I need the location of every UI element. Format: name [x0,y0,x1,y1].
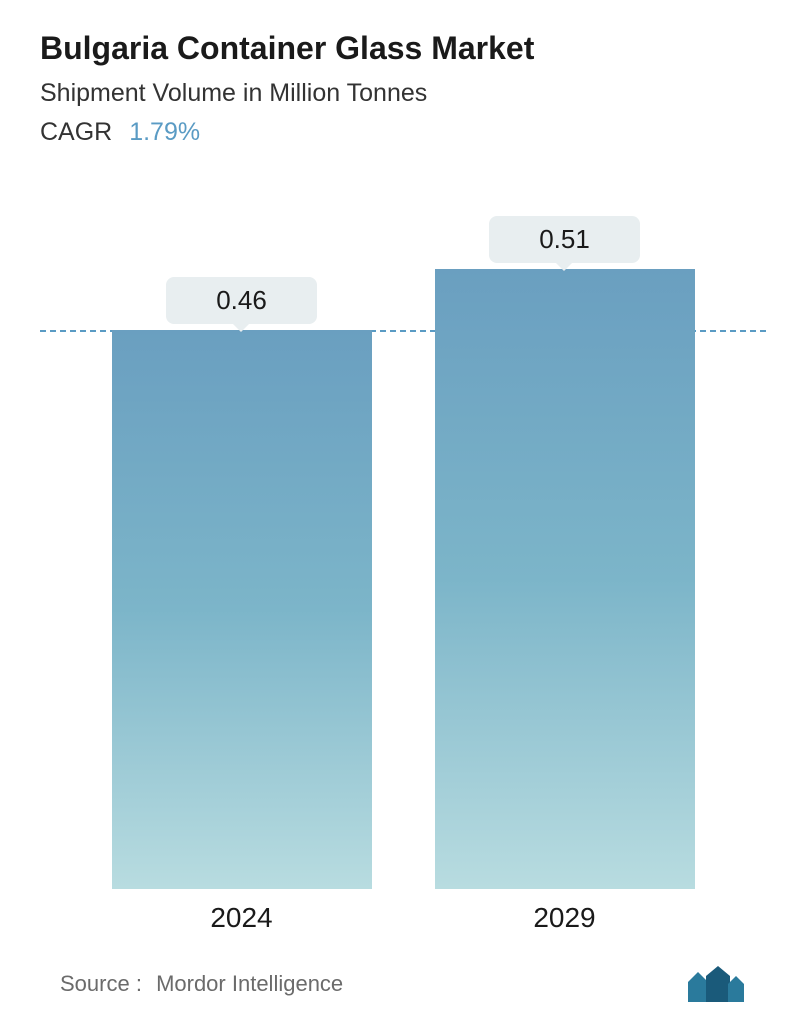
chart-subtitle: Shipment Volume in Million Tonnes [40,79,766,108]
cagr-row: CAGR 1.79% [40,118,766,147]
value-label-1: 0.51 [489,216,640,263]
source-name: Mordor Intelligence [156,971,343,996]
bar-group-0: 0.46 2024 [112,197,372,889]
x-label-0: 2024 [210,902,272,934]
bar-1 [435,269,695,889]
value-label-0: 0.46 [166,277,317,324]
cagr-value: 1.79% [129,118,200,146]
chart-footer: Source : Mordor Intelligence [40,949,766,1014]
mordor-logo-icon [686,964,746,1004]
chart-container: Bulgaria Container Glass Market Shipment… [0,0,796,1034]
source-text: Source : Mordor Intelligence [60,971,343,997]
bar-0 [112,330,372,889]
source-label: Source : [60,971,142,996]
bar-group-1: 0.51 2029 [435,197,695,889]
chart-title: Bulgaria Container Glass Market [40,30,766,67]
chart-plot-area: 0.46 2024 0.51 2029 [40,197,766,949]
cagr-label: CAGR [40,118,112,146]
x-label-1: 2029 [533,902,595,934]
